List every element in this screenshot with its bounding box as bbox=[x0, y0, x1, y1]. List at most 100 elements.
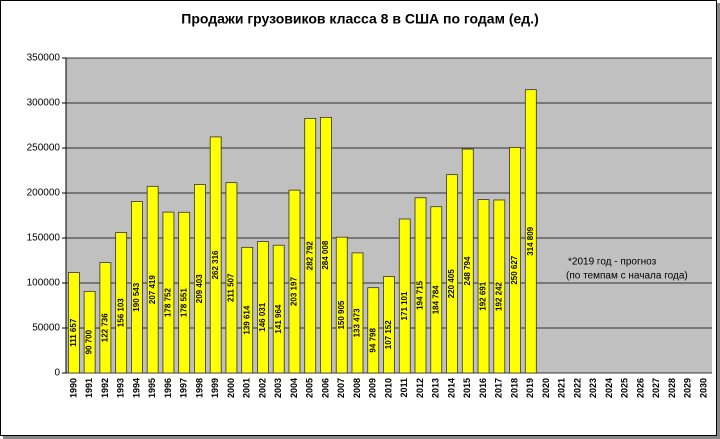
value-label: 282 792 bbox=[305, 241, 314, 270]
value-label: 139 614 bbox=[242, 305, 251, 334]
x-tick-label: 2018 bbox=[509, 378, 519, 398]
bar bbox=[178, 211, 191, 374]
value-label: 220 405 bbox=[447, 269, 456, 298]
x-tick-label: 2019 bbox=[525, 378, 535, 398]
bar bbox=[320, 116, 332, 374]
value-label: 209 403 bbox=[195, 274, 204, 303]
bar bbox=[241, 246, 254, 374]
annotation: *2019 год - прогноз bbox=[568, 257, 657, 268]
bar bbox=[83, 290, 96, 374]
x-tick-label: 2008 bbox=[352, 378, 362, 398]
chart-title: Продажи грузовиков класса 8 в США по год… bbox=[181, 11, 538, 27]
value-label: 190 543 bbox=[132, 282, 141, 311]
y-tick-label: 50000 bbox=[32, 323, 60, 334]
x-tick-label: 2015 bbox=[462, 378, 472, 398]
bar bbox=[304, 118, 317, 374]
value-label: 178 551 bbox=[179, 288, 188, 317]
y-tick-label: 250000 bbox=[27, 143, 61, 154]
bar bbox=[209, 136, 222, 374]
x-tick-label: 1991 bbox=[84, 378, 94, 398]
value-label: 192 242 bbox=[494, 281, 503, 310]
value-label: 122 736 bbox=[100, 313, 109, 342]
bar bbox=[288, 189, 301, 374]
x-tick-label: 2011 bbox=[399, 378, 409, 398]
value-label: 156 103 bbox=[116, 298, 125, 327]
bar bbox=[67, 272, 80, 374]
x-tick-label: 2003 bbox=[273, 378, 283, 398]
bar bbox=[383, 276, 395, 374]
bar bbox=[115, 232, 128, 374]
value-label: 250 627 bbox=[510, 255, 519, 284]
bar bbox=[430, 206, 443, 374]
x-tick-label: 2005 bbox=[305, 378, 315, 398]
y-tick-label: 350000 bbox=[27, 53, 61, 64]
bar bbox=[257, 241, 269, 374]
bar bbox=[398, 218, 411, 374]
x-tick-label: 2012 bbox=[415, 378, 425, 398]
value-label: 184 784 bbox=[431, 285, 440, 314]
bar bbox=[461, 148, 474, 374]
bar bbox=[446, 174, 458, 374]
x-tick-label: 2028 bbox=[667, 378, 677, 398]
bar bbox=[414, 197, 427, 374]
bar bbox=[225, 182, 238, 374]
x-tick-label: 1998 bbox=[194, 378, 204, 398]
y-tick-label: 0 bbox=[54, 368, 60, 379]
x-tick-label: 2021 bbox=[557, 378, 567, 398]
value-label: 107 152 bbox=[384, 320, 393, 349]
shadow bbox=[3, 436, 719, 439]
value-label: 146 031 bbox=[258, 302, 267, 331]
bar bbox=[335, 236, 348, 374]
x-tick-label: 1996 bbox=[163, 378, 173, 398]
x-tick-label: 2017 bbox=[494, 378, 504, 398]
y-tick-label: 300000 bbox=[27, 98, 61, 109]
x-tick-label: 2000 bbox=[226, 378, 236, 398]
annotation: (по темпам с начала года) bbox=[566, 271, 688, 282]
x-tick-label: 2009 bbox=[368, 378, 378, 398]
y-tick-label: 150000 bbox=[27, 233, 61, 244]
x-tick-label: 2020 bbox=[541, 378, 551, 398]
x-tick-label: 2001 bbox=[242, 378, 252, 398]
x-tick-label: 1995 bbox=[147, 378, 157, 398]
value-label: 90 700 bbox=[85, 329, 94, 354]
value-label: 111 657 bbox=[69, 318, 78, 347]
x-tick-label: 2004 bbox=[289, 378, 299, 398]
x-tick-label: 1990 bbox=[68, 378, 78, 398]
y-tick-label: 200000 bbox=[27, 188, 61, 199]
x-tick-label: 2026 bbox=[635, 378, 645, 398]
x-tick-label: 1997 bbox=[179, 378, 189, 398]
bar bbox=[477, 199, 490, 374]
bar bbox=[194, 184, 206, 374]
value-label: 194 715 bbox=[416, 280, 425, 309]
bar bbox=[367, 287, 380, 374]
value-label: 262 316 bbox=[211, 250, 220, 279]
value-label: 207 419 bbox=[148, 275, 157, 304]
value-label: 284 008 bbox=[321, 240, 330, 269]
value-label: 171 101 bbox=[400, 291, 409, 320]
value-label: 211 507 bbox=[227, 273, 236, 302]
x-tick-label: 2030 bbox=[698, 378, 708, 398]
x-tick-label: 2013 bbox=[431, 378, 441, 398]
y-tick-label: 100000 bbox=[27, 278, 61, 289]
x-tick-label: 2023 bbox=[588, 378, 598, 398]
x-tick-label: 1993 bbox=[116, 378, 126, 398]
bar bbox=[272, 244, 285, 374]
x-tick-label: 2007 bbox=[336, 378, 346, 398]
x-tick-label: 2024 bbox=[604, 378, 614, 398]
x-tick-label: 1999 bbox=[210, 378, 220, 398]
value-label: 141 964 bbox=[274, 304, 283, 333]
x-tick-label: 2027 bbox=[651, 378, 661, 398]
shadow bbox=[717, 3, 720, 439]
bar bbox=[524, 89, 537, 374]
x-tick-label: 1994 bbox=[131, 378, 141, 398]
bar bbox=[493, 199, 506, 374]
bar bbox=[146, 185, 159, 374]
value-label: 94 798 bbox=[368, 328, 377, 353]
value-label: 314 809 bbox=[526, 226, 535, 255]
bar bbox=[99, 262, 112, 374]
bar bbox=[162, 211, 175, 374]
value-label: 133 473 bbox=[353, 308, 362, 337]
x-tick-label: 2010 bbox=[383, 378, 393, 398]
value-label: 203 197 bbox=[290, 277, 299, 306]
